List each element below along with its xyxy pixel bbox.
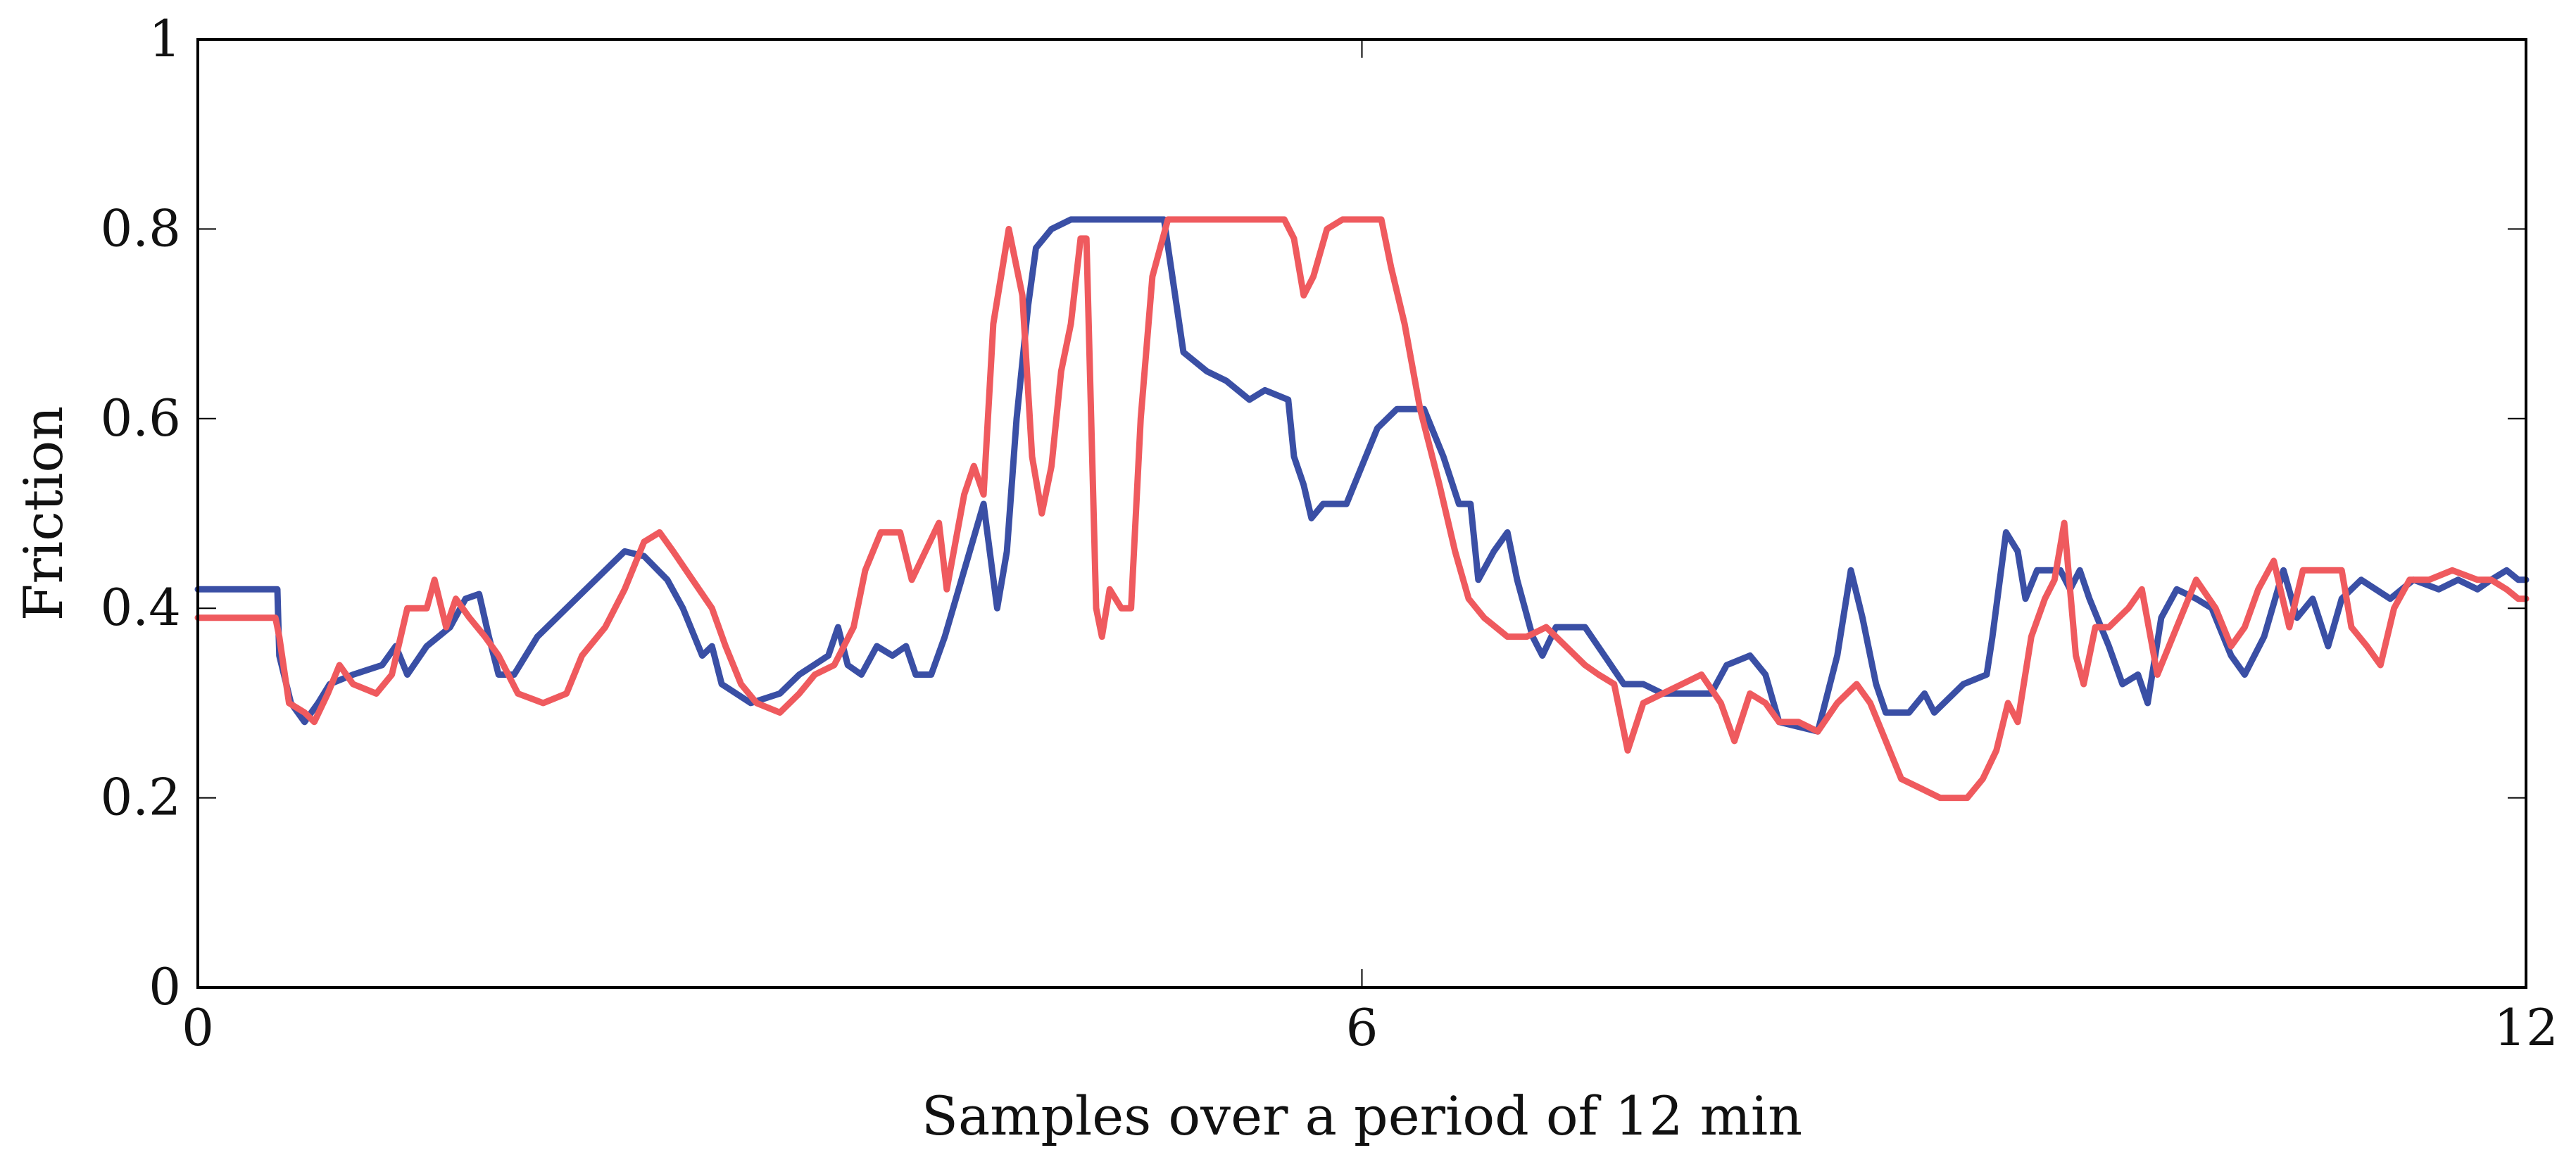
x-tick-label: 6 <box>1346 998 1378 1057</box>
y-tick-label: 0.2 <box>100 768 181 827</box>
x-axis-label: Samples over a period of 12 min <box>922 1085 1802 1147</box>
y-axis-label: Friction <box>12 406 75 621</box>
y-tick-labels: 0 0.2 0.4 0.6 0.8 1 <box>100 9 181 1016</box>
y-tick-label: 0.6 <box>100 389 181 448</box>
series-line-blue <box>194 216 2530 735</box>
series-line-red <box>194 216 2530 802</box>
y-tick-label: 0.8 <box>100 198 181 258</box>
x-tick-labels: 0 6 12 <box>182 998 2558 1057</box>
x-tick-label: 12 <box>2494 998 2558 1057</box>
y-tick-label: 0.4 <box>100 578 181 637</box>
series-layer <box>194 216 2530 802</box>
y-tick-label: 1 <box>149 9 181 68</box>
plot-frame <box>196 38 2527 989</box>
y-tick-label: 0 <box>149 957 181 1016</box>
x-tick-label: 0 <box>182 998 214 1057</box>
